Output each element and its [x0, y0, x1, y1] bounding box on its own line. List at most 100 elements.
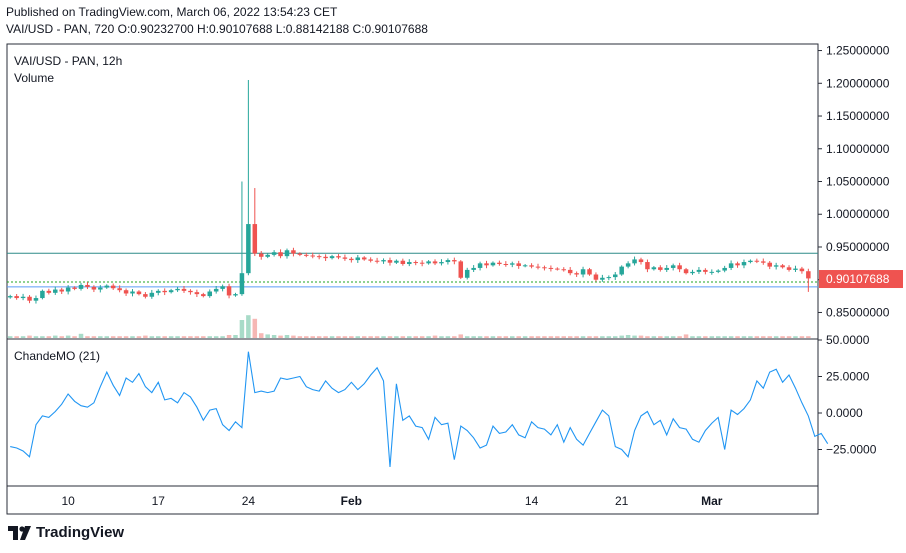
volume-bar: [297, 336, 303, 338]
time-tick-label: 24: [242, 494, 256, 508]
volume-bar: [130, 336, 135, 338]
cmo-tick-label: 50.0000: [826, 333, 870, 347]
candle-body: [535, 266, 541, 268]
candle-body: [542, 267, 547, 269]
candle-body: [329, 256, 335, 259]
volume-bar: [806, 336, 811, 338]
volume-bar: [156, 336, 161, 338]
volume-bar: [46, 336, 52, 338]
volume-bar: [426, 336, 431, 338]
volume-bar: [65, 335, 71, 338]
volume-bar: [323, 336, 328, 338]
candle-body: [65, 287, 71, 292]
candle-body: [477, 263, 483, 268]
candle-body: [709, 271, 715, 273]
volume-bar: [786, 336, 792, 338]
candle-body: [400, 260, 406, 265]
volume-bar: [304, 336, 309, 338]
volume-bar: [239, 320, 245, 338]
candle-body: [20, 296, 26, 299]
candle-body: [413, 262, 418, 264]
candle-body: [587, 269, 592, 275]
candle-body: [98, 287, 103, 290]
volume-bar: [490, 336, 496, 338]
candle-body: [59, 289, 64, 292]
candle-body: [664, 267, 669, 270]
candle-body: [387, 260, 393, 263]
candle-body: [162, 290, 167, 293]
candle-body: [593, 274, 599, 280]
volume-bar: [355, 336, 361, 338]
cmo-tick-label: 0.0000: [826, 406, 863, 420]
cmo-tick-label: 25.0000: [826, 370, 870, 384]
volume-bar: [381, 336, 386, 338]
candle-body: [252, 224, 258, 254]
candle-body: [780, 265, 785, 268]
candle-body: [735, 263, 740, 266]
candle-body: [27, 296, 32, 301]
candle-body: [233, 294, 238, 296]
volume-bar: [123, 336, 129, 338]
candle-body: [349, 258, 354, 261]
ohlc-header: VAI/USD - PAN, 720 O:0.90232700 H:0.9010…: [6, 22, 428, 36]
volume-bar: [670, 336, 676, 338]
candle-body: [201, 294, 206, 297]
candle-body: [651, 267, 657, 270]
volume-bar: [53, 335, 58, 338]
ohlc-close-value: 0.90107688: [364, 22, 428, 36]
volume-bar: [793, 336, 798, 338]
volume-bar: [278, 335, 283, 338]
volume-bar: [754, 336, 760, 338]
candle-body: [136, 291, 142, 295]
candle-body: [46, 290, 52, 293]
candle-body: [806, 271, 811, 279]
tradingview-brand[interactable]: TradingView: [8, 524, 124, 541]
candle-body: [149, 292, 155, 297]
volume-bar: [310, 336, 315, 338]
legend-symbol: VAI/USD - PAN, 12h: [14, 54, 122, 68]
volume-bar: [329, 336, 335, 338]
volume-bar: [110, 336, 116, 338]
candle-body: [722, 267, 727, 271]
candle-body: [271, 252, 277, 255]
ohlc-low-key: L:: [275, 22, 286, 36]
volume-bar: [735, 336, 740, 338]
volume-bar: [252, 318, 258, 338]
volume-bar: [207, 336, 213, 338]
volume-bar: [690, 336, 695, 338]
candle-body: [793, 268, 798, 270]
candle-body: [117, 288, 122, 291]
chande-mo-series: [10, 351, 829, 468]
time-tick-label: 21: [615, 494, 629, 508]
candle-body: [239, 273, 245, 295]
volume-bar: [91, 336, 97, 338]
volume-bar: [799, 336, 805, 338]
price-tick-label: 1.15000000: [826, 109, 890, 123]
volume-bar: [220, 336, 225, 338]
volume-bar: [445, 336, 451, 338]
price-tick-label: 1.00000000: [826, 207, 890, 221]
time-tick-label: 14: [525, 494, 539, 508]
candle-body: [728, 263, 734, 268]
brand-name: TradingView: [36, 524, 125, 541]
ohlc-open-key: O:: [117, 22, 131, 36]
volume-bar: [715, 336, 721, 338]
volume-bar: [574, 336, 579, 338]
volume-bar: [625, 335, 631, 338]
last-price-box: [819, 270, 903, 289]
candle-body: [14, 296, 19, 299]
candle-body: [226, 286, 232, 296]
candles: [7, 80, 811, 304]
candle-body: [606, 277, 612, 279]
chart-frame: [6, 43, 819, 515]
candle-body: [72, 287, 77, 289]
volume-bar: [98, 336, 103, 338]
candle-body: [696, 269, 702, 272]
published-header: Published on TradingView.com, March 06, …: [6, 5, 338, 19]
volume-bar: [336, 336, 341, 338]
candle-body: [786, 267, 792, 270]
volume-bar: [458, 334, 464, 338]
volume-bar: [284, 335, 290, 338]
volume-bar: [484, 336, 489, 338]
